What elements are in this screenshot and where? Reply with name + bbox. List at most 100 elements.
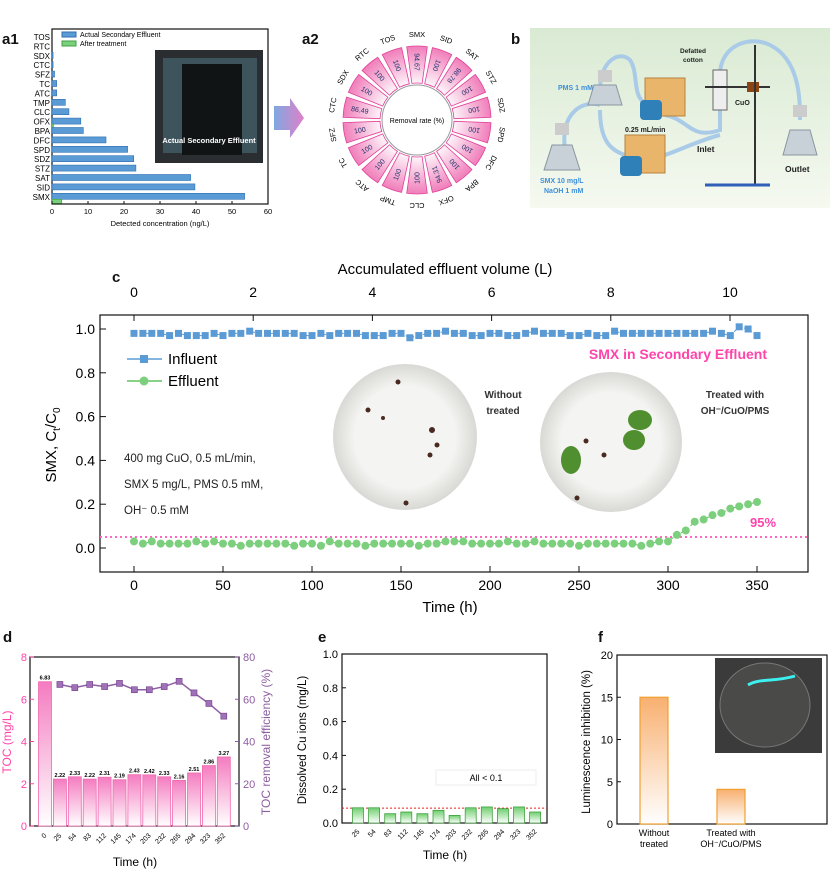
c-point-influent: [379, 332, 387, 340]
d-point-removal-efficiency: [220, 712, 228, 720]
c-point-influent: [637, 329, 645, 337]
c-point-effluent: [753, 498, 761, 507]
d-y-tick-label: 4: [21, 737, 27, 749]
c-point-effluent: [477, 539, 486, 548]
b-pump-2: [620, 134, 666, 176]
c-point-effluent: [210, 537, 219, 546]
d-bar-label: 2.86: [204, 760, 215, 766]
a1-category-label: SDZ: [34, 155, 50, 164]
d-point-removal-efficiency: [146, 686, 153, 694]
d-bar-label: 2.33: [69, 771, 80, 777]
e-y-tick-label: 0.6: [323, 717, 338, 729]
panel-e-bar-chart: All < 0.1 0.0 0.2 0.4 0.6 0.8 1.0 25 54 83 112 145…: [297, 649, 548, 862]
d-bar-label: 2.19: [114, 774, 125, 780]
c-point-effluent: [183, 539, 192, 548]
d-bar-label: 3.27: [218, 751, 229, 757]
c-point-influent: [611, 327, 619, 335]
c-point-effluent: [316, 541, 325, 550]
a1-bar-actual: [51, 164, 137, 172]
a1-category-label: SFZ: [35, 71, 50, 80]
panel-label-a2: a2: [302, 31, 319, 48]
c-point-influent: [468, 332, 476, 340]
a1-category-label: BPA: [35, 127, 51, 136]
c-point-influent: [584, 329, 592, 337]
c-y-tick-label: 0.4: [76, 452, 96, 468]
c-point-influent: [539, 329, 547, 337]
f-x-tick-label: Without: [639, 828, 670, 838]
d-y-tick-label: 6: [21, 694, 27, 706]
c-point-influent: [237, 329, 245, 337]
c-point-influent: [272, 329, 280, 337]
e-y-axis-title: Dissolved Cu ions (mg/L): [297, 676, 309, 805]
d-bar-toc: [112, 779, 127, 827]
c-y-tick-label: 0.2: [76, 496, 96, 512]
a2-value-label: 100: [415, 172, 422, 184]
e-x-tick-label: 232: [461, 828, 474, 841]
c-top-axis-title: Accumulated effluent volume (L): [338, 261, 553, 278]
c-point-effluent: [334, 539, 343, 548]
panel-label-b: b: [511, 31, 520, 48]
e-bar-cu: [513, 806, 525, 824]
d-point-removal-efficiency: [116, 680, 123, 687]
d-x-tick-label: 0: [41, 832, 49, 840]
a1-bar-actual: [51, 174, 191, 181]
panel-d-bar-line-chart: 024680204060806.8302.22252.33542.22832.3…: [0, 652, 273, 869]
a2-segment: [347, 73, 389, 107]
a2-segment: [424, 152, 453, 193]
c-y-axis-title: SMX, Ct/C0: [43, 407, 63, 482]
d-bar-toc: [201, 765, 216, 827]
c-point-influent: [246, 327, 254, 335]
panel-label-d: d: [3, 629, 12, 646]
d-bar-toc: [53, 778, 67, 827]
a1-x-tick-label: 10: [84, 207, 92, 216]
a2-category-label: BPA: [464, 177, 481, 193]
c-point-influent: [557, 329, 565, 337]
e-x-tick-label: 352: [525, 828, 538, 841]
c-photo-dish-untreated: [333, 364, 477, 510]
a2-category-label: TMP: [379, 193, 397, 207]
c-point-influent: [575, 332, 583, 340]
c-point-influent: [175, 329, 182, 337]
d-y2-tick-label: 80: [243, 652, 255, 664]
c-point-influent: [691, 329, 699, 337]
a2-value-label: 100: [431, 58, 442, 71]
d-point-removal-efficiency: [190, 689, 198, 697]
a1-bar-actual: [51, 61, 54, 69]
d-bar-toc: [82, 778, 97, 827]
c-point-effluent: [468, 539, 477, 548]
a2-value-label: 100: [467, 104, 480, 113]
d-point-removal-efficiency: [56, 681, 64, 688]
c-point-effluent: [174, 539, 183, 548]
f-y-axis-title: Luminescence inhibition (%): [581, 670, 593, 814]
a1-category-label: DFC: [34, 136, 51, 145]
d-bar-label: 6.83: [40, 676, 51, 682]
a1-x-tick-label: 40: [192, 207, 200, 216]
c-point-effluent: [744, 500, 753, 509]
e-x-axis-title: Time (h): [423, 848, 467, 862]
c-point-effluent: [637, 541, 646, 550]
c-label-oh-cuo-pms: OH⁻/CuO/PMS: [701, 406, 770, 417]
a2-segment: [436, 56, 473, 96]
e-x-tick-label: 294: [493, 828, 506, 841]
c-x-tick-label: 0: [130, 577, 138, 593]
b-flask-outlet: [782, 105, 818, 156]
a1-bar-actual: [51, 136, 107, 144]
c-point-effluent: [512, 539, 521, 548]
e-bar-cu: [352, 807, 364, 824]
a2-segment: [381, 152, 410, 193]
a2-category-label: TC: [336, 156, 349, 170]
c-x-tick-label: 200: [478, 577, 502, 593]
e-x-tick-label: 265: [477, 828, 490, 841]
d-x-tick-label: 54: [68, 832, 79, 843]
c-legend-marker-effluent: [139, 376, 149, 386]
d-x-tick-label: 174: [125, 832, 138, 845]
a2-category-label: SFZ: [327, 127, 338, 143]
c-point-influent: [664, 329, 672, 337]
arrow-icon: [274, 98, 304, 138]
c-conditions-line-2: SMX 5 mg/L, PMS 0.5 mM,: [124, 479, 263, 491]
a2-segment: [406, 156, 428, 195]
a1-bar-actual: [51, 127, 84, 134]
f-photo-plate: [719, 662, 811, 748]
